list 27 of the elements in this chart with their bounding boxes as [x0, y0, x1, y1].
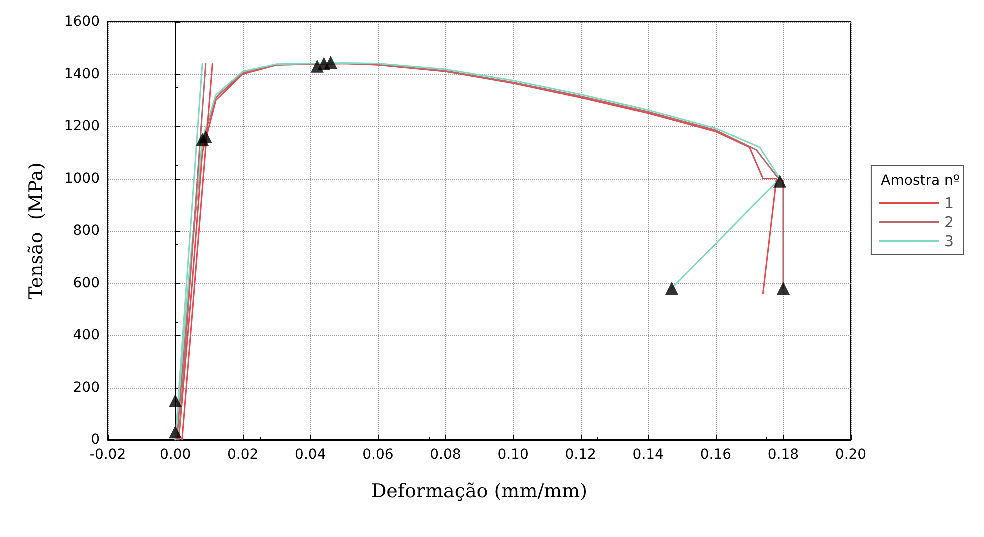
x-tick-label: 0.16: [700, 447, 732, 463]
y-tick-label: 1600: [64, 14, 100, 30]
y-tick-label: 400: [73, 328, 100, 344]
x-tick-label: 0.18: [768, 447, 800, 463]
y-tick-label: 1400: [64, 66, 100, 82]
y-tick-label: 1000: [64, 170, 100, 187]
x-tick-label: 0.06: [362, 447, 394, 463]
legend-title: Amostra nº: [881, 173, 960, 189]
x-tick-label: 0.20: [835, 447, 867, 463]
x-axis-title: Deformação (mm/mm): [371, 480, 588, 502]
y-tick-label: 1200: [64, 118, 100, 134]
y-tick-label: 800: [73, 223, 100, 239]
x-tick-label: 0.10: [498, 447, 529, 463]
x-tick-label: 0.00: [160, 447, 192, 463]
x-tick-label: 0.14: [632, 447, 664, 463]
x-tick-label: 0.12: [565, 447, 596, 463]
legend-label: 1: [944, 194, 954, 212]
y-tick-label: 200: [73, 380, 100, 396]
x-tick-label: 0.04: [295, 447, 326, 463]
legend-label: 3: [944, 232, 954, 250]
y-tick-label: 600: [73, 275, 100, 292]
legend-label: 2: [944, 214, 954, 232]
x-tick-label: -0.02: [90, 447, 126, 463]
x-tick-label: 0.08: [430, 447, 462, 463]
x-tick-label: 0.02: [228, 447, 259, 463]
y-axis-title: Tensão (MPa): [26, 162, 48, 300]
y-tick-label: 0: [91, 432, 100, 448]
